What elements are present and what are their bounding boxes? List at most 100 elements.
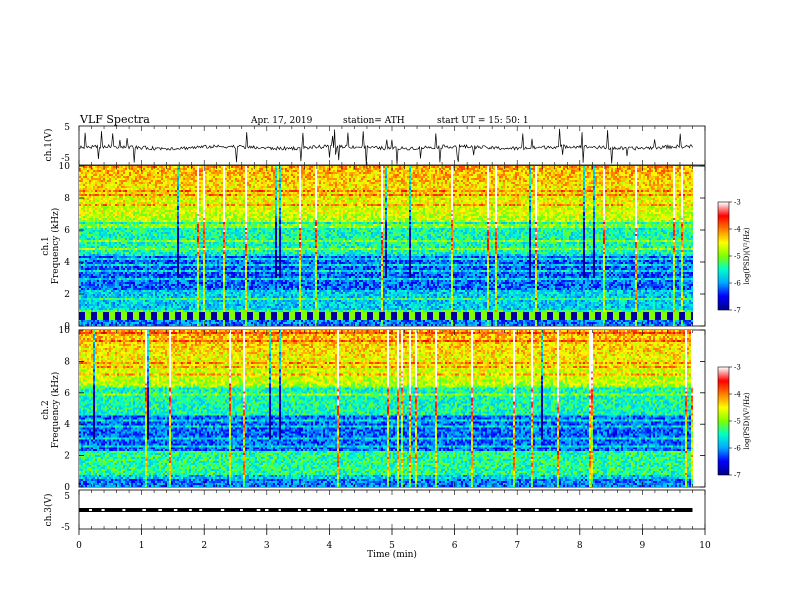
ch1-waveform-trace	[78, 128, 693, 166]
colorbar-tick-label: -5	[734, 253, 741, 261]
ch3-trace-gap	[626, 509, 630, 511]
ch3-trace-gap	[604, 509, 607, 511]
ch3-trace-gap	[265, 509, 269, 511]
ch3-trace-gap	[535, 509, 539, 511]
x-tick-label: 10	[699, 541, 711, 551]
ch2-colorbar: -3 -4 -5 -6 -7 log(PSD)(V²/Hz)	[717, 364, 751, 480]
ch3-waveform-trace	[79, 508, 693, 512]
ch2-ytick-label: 10	[59, 326, 71, 336]
ch3-trace-gap	[409, 509, 414, 511]
ch2-colorbar-label: log(PSD)(V²/Hz)	[743, 392, 751, 449]
ch3-trace-gap	[671, 509, 675, 511]
colorbar-tick-label: -3	[734, 364, 741, 372]
ch3-trace-gap	[256, 509, 261, 511]
ch1-ytick-label: 6	[64, 226, 70, 236]
ch2-ytick-label: 6	[64, 389, 70, 399]
ch3-trace-gap	[584, 509, 588, 511]
date-label: Apr. 17, 2019	[250, 116, 313, 126]
ch2-spectrogram-ylabel-2: Frequency (kHz)	[50, 372, 61, 449]
ch3-trace-gap	[448, 509, 453, 511]
ch3-trace-gap	[646, 509, 649, 511]
x-tick-label: 1	[139, 541, 145, 551]
ch3-trace-gap	[189, 509, 192, 511]
ch2-spectrogram-panel: 0 2 4 6 8 10 ch.2 Frequency (kHz)	[41, 326, 706, 493]
x-axis-label: Time (min)	[367, 549, 417, 560]
ch1-spectrogram-image-wrap	[79, 166, 693, 326]
ch1-ytick-bottom: -5	[61, 154, 70, 164]
ch3-trace-gap	[615, 509, 618, 511]
ch3-trace-gap	[239, 509, 243, 511]
start-ut-label: start UT = 15: 50: 1	[437, 116, 529, 126]
ch2-spectrogram-ylabel-1: ch.2	[41, 400, 51, 419]
ch3-trace-gap	[278, 509, 281, 511]
ch1-colorbar-label: log(PSD)(V²/Hz)	[743, 227, 751, 284]
x-tick-label: 6	[452, 541, 458, 551]
ch3-trace-gap	[383, 509, 387, 511]
ch3-trace-gap	[173, 509, 178, 511]
ch2-ytick-label: 0	[64, 483, 70, 493]
ch3-waveform-panel: 5 -5 ch.3(V)	[43, 489, 706, 533]
ch2-ytick-label: 2	[64, 452, 70, 462]
ch3-trace-gap	[344, 509, 347, 511]
colorbar-tick-label: -4	[734, 226, 741, 234]
ch3-trace-gap	[393, 509, 398, 511]
ch2-ytick-label: 8	[64, 357, 70, 367]
colorbar-tick-label: -7	[734, 472, 741, 480]
ch3-trace-gap	[355, 509, 358, 511]
ch1-colorbar-gradient	[718, 202, 729, 310]
ch3-trace-gap	[374, 509, 378, 511]
ch1-ytick-label: 2	[64, 290, 70, 300]
ch3-trace-gap	[199, 509, 203, 511]
ch2-spectrogram-image	[79, 330, 693, 487]
ch3-trace-gap	[323, 509, 328, 511]
x-tick-label: 5	[389, 541, 395, 551]
colorbar-tick-label: -4	[734, 391, 741, 399]
ch2-ytick-label: 4	[64, 420, 70, 430]
ch1-ytick-label: 8	[64, 194, 70, 204]
ch1-waveform-panel: 5 -5 ch.1(V)	[43, 123, 706, 166]
x-tick-label: 3	[264, 541, 270, 551]
ch3-trace-gap	[506, 509, 509, 511]
ch3-trace-gap	[158, 509, 162, 511]
ch1-spectrogram-yticks: 0 2 4 6 8 10	[59, 162, 705, 332]
x-minor-ticks	[78, 126, 706, 529]
ch2-spectrogram-image-wrap	[79, 330, 693, 487]
ch3-trace-gap	[89, 509, 92, 511]
colorbar-tick-label: -6	[734, 280, 741, 288]
colorbar-tick-label: -5	[734, 418, 741, 426]
ch3-ytick-top: 5	[64, 492, 70, 502]
ch3-trace-gap	[659, 509, 663, 511]
ch1-colorbar: -3 -4 -5 -6 -7 log(PSD)(V²/Hz)	[717, 199, 751, 315]
ch1-spectrogram-ylabel-1: ch.1	[41, 236, 51, 255]
x-axis-ticks: 0 1 2 3 4 5 6 7 8 9 10	[76, 529, 711, 551]
ch2-colorbar-gradient	[718, 367, 729, 475]
ch3-trace-gap	[518, 509, 521, 511]
ch2-spectrogram-yticks: 0 2 4 6 8 10	[59, 326, 705, 493]
ch1-ytick-top: 5	[64, 123, 70, 133]
ch3-trace-gap	[101, 509, 105, 511]
ch3-trace-gap	[122, 509, 126, 511]
x-tick-label: 2	[201, 541, 207, 551]
x-tick-label: 4	[327, 541, 333, 551]
ch1-spectrogram-ylabel-2: Frequency (kHz)	[50, 208, 61, 285]
x-tick-label: 9	[640, 541, 646, 551]
ch1-waveform-frame	[78, 125, 706, 166]
ch1-waveform-ylabel: ch.1(V)	[43, 129, 54, 162]
ch1-colorbar-ticks: -3 -4 -5 -6 -7	[729, 199, 741, 315]
ch3-trace-gap	[468, 509, 472, 511]
ch2-colorbar-ticks: -3 -4 -5 -6 -7	[729, 364, 741, 480]
ch3-trace-gap	[575, 509, 578, 511]
ch2-colorbar-wrap	[718, 367, 729, 475]
x-tick-label: 7	[514, 541, 520, 551]
ch3-ytick-bottom: -5	[61, 523, 70, 533]
ch3-trace-gap	[420, 509, 425, 511]
ch3-trace-gap	[556, 509, 559, 511]
ch3-trace-gap	[486, 509, 490, 511]
colorbar-tick-label: -6	[734, 445, 741, 453]
x-tick-label: 0	[76, 541, 82, 551]
x-tick-label: 8	[577, 541, 583, 551]
ch1-spectrogram-panel: 0 2 4 6 8 10 ch.1 Frequency (kHz)	[41, 162, 706, 332]
ch3-trace-gap	[220, 509, 225, 511]
ch3-trace-gap	[436, 509, 440, 511]
